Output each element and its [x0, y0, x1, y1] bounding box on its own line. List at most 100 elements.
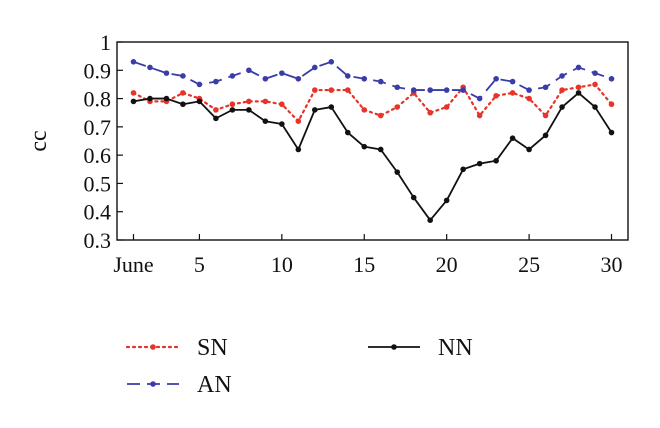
data-point-an — [262, 75, 269, 82]
legend-marker-nn — [391, 344, 397, 350]
x-tick-label: June — [113, 252, 153, 277]
data-point-sn — [559, 87, 565, 93]
series-line-sn — [132, 83, 613, 123]
data-point-an — [295, 75, 302, 82]
data-point-an — [592, 70, 598, 76]
y-tick-label: 1 — [100, 30, 111, 55]
data-point-nn — [443, 197, 450, 204]
data-point-sn — [443, 104, 450, 110]
data-point-an — [427, 87, 433, 93]
data-point-nn — [344, 129, 351, 136]
y-tick-label: 0.6 — [84, 143, 112, 168]
data-point-nn — [328, 104, 335, 110]
y-tick-label: 0.3 — [84, 228, 112, 253]
data-point-an — [526, 87, 532, 93]
y-tick-label: 0.5 — [84, 171, 112, 196]
data-point-an — [476, 95, 483, 102]
data-point-nn — [493, 158, 499, 164]
data-point-nn — [246, 107, 252, 113]
data-point-sn — [213, 107, 219, 113]
data-point-nn — [262, 118, 269, 124]
data-point-sn — [295, 118, 302, 124]
data-point-sn — [279, 101, 285, 108]
data-point-nn — [608, 129, 615, 136]
data-point-nn — [196, 98, 203, 105]
x-tick-label: 15 — [353, 252, 375, 277]
x-tick-label: 25 — [518, 252, 540, 277]
data-point-an — [328, 59, 335, 65]
data-point-nn — [460, 166, 466, 173]
y-axis-title: cc — [26, 130, 52, 151]
data-point-nn — [427, 217, 433, 223]
data-point-sn — [246, 98, 252, 105]
data-point-nn — [575, 90, 582, 96]
data-point-an — [443, 87, 450, 93]
legend-label-an: AN — [197, 372, 232, 398]
data-point-sn — [312, 87, 318, 93]
data-point-nn — [542, 132, 549, 139]
data-point-nn — [526, 146, 532, 153]
data-point-an — [312, 64, 318, 71]
data-point-an — [410, 87, 417, 93]
data-point-nn — [509, 135, 516, 141]
data-point-an — [180, 73, 186, 79]
data-point-an — [163, 70, 170, 76]
data-point-an — [377, 78, 384, 85]
data-point-an — [493, 75, 499, 82]
data-point-an — [559, 73, 565, 79]
data-point-an — [229, 73, 236, 79]
legend-label-nn: NN — [438, 335, 473, 361]
x-tick-label: 10 — [271, 252, 293, 277]
data-point-sn — [361, 107, 368, 113]
plot-frame — [116, 41, 629, 241]
data-point-sn — [526, 95, 532, 102]
data-point-nn — [279, 121, 285, 127]
data-point-an — [509, 78, 516, 85]
data-point-nn — [394, 169, 401, 175]
x-tick-label: 5 — [194, 252, 205, 277]
y-tick-label: 0.7 — [84, 115, 112, 140]
data-point-nn — [229, 107, 236, 113]
y-tick-label: 0.8 — [84, 87, 112, 112]
data-point-sn — [427, 109, 433, 116]
axes: 0.3 0.4 0.5 0.6 0.7 0.8 0.9 1 June 5 10 15 20 25 30 cc — [26, 30, 629, 277]
data-point-nn — [377, 146, 384, 153]
data-point-nn — [410, 194, 417, 201]
y-tick-label: 0.9 — [84, 58, 112, 83]
data-point-nn — [476, 160, 483, 167]
data-point-sn — [344, 87, 351, 93]
data-point-an — [130, 59, 137, 65]
data-point-an — [394, 84, 401, 91]
data-point-nn — [130, 98, 137, 105]
data-point-nn — [163, 95, 170, 102]
data-point-sn — [328, 87, 335, 93]
legend: SN AN NN — [125, 335, 473, 398]
data-point-an — [196, 81, 203, 88]
data-point-sn — [608, 101, 615, 108]
data-point-nn — [295, 146, 302, 153]
data-point-sn — [377, 112, 384, 119]
data-point-an — [460, 87, 466, 93]
legend-label-sn: SN — [197, 335, 228, 361]
legend-marker-an — [150, 381, 156, 387]
data-point-nn — [361, 143, 368, 150]
data-point-sn — [229, 101, 236, 108]
series-line-an — [133, 60, 612, 100]
data-point-an — [147, 64, 153, 71]
y-tick-label: 0.4 — [84, 200, 112, 225]
data-point-nn — [559, 104, 565, 110]
legend-marker-sn — [150, 344, 156, 350]
data-point-nn — [312, 107, 318, 113]
legend-item-nn: NN — [368, 335, 473, 361]
data-point-sn — [262, 98, 269, 105]
data-point-an — [246, 67, 252, 74]
data-point-nn — [147, 95, 153, 102]
data-point-sn — [130, 90, 137, 96]
data-point-sn — [180, 90, 186, 96]
data-point-an — [344, 73, 351, 79]
data-point-nn — [213, 115, 219, 122]
data-point-an — [542, 84, 549, 91]
data-point-sn — [592, 81, 598, 88]
data-point-an — [213, 78, 219, 85]
